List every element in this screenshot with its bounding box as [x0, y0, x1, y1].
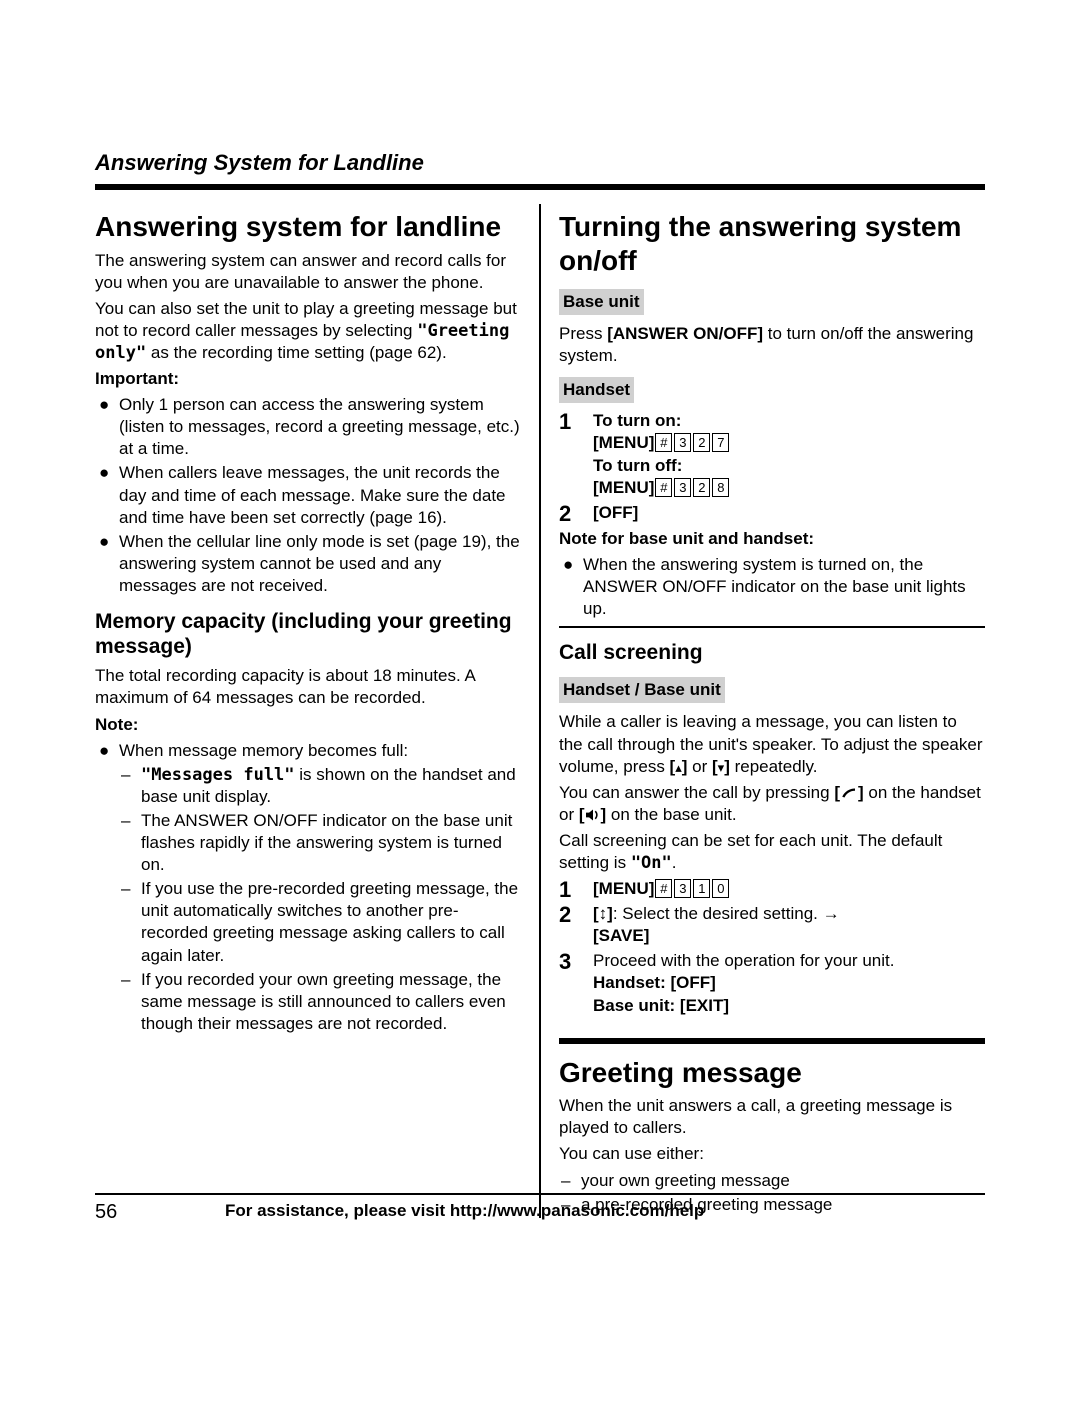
text: as the recording time setting (page 62). — [146, 343, 447, 362]
text: . — [672, 853, 677, 872]
steps: 1 To turn on: [MENU]#327 To turn off: [M… — [559, 410, 985, 523]
keypad-icon: 1 — [693, 879, 710, 898]
keypad-icon: # — [655, 433, 672, 452]
note-label: Note: — [95, 714, 521, 736]
keypad-icon: 3 — [674, 433, 691, 452]
page-footer: 56 For assistance, please visit http://w… — [95, 1193, 985, 1224]
list-item: your own greeting message — [559, 1170, 985, 1192]
speakerphone-icon — [585, 808, 601, 822]
inline-quote: "On" — [631, 853, 672, 873]
list-item: When callers leave messages, the unit re… — [95, 462, 521, 528]
list-item: The ANSWER ON/OFF indicator on the base … — [119, 810, 521, 876]
important-list: Only 1 person can access the answering s… — [95, 394, 521, 597]
important-label: Important: — [95, 368, 521, 390]
talk-icon — [840, 786, 858, 800]
sublist: "Messages full" is shown on the handset … — [119, 764, 521, 1035]
menu-label: MENU — [599, 879, 649, 898]
left-column: Answering system for landline The answer… — [95, 204, 539, 1218]
text: : Select the desired setting. — [613, 904, 823, 923]
subsection-heading: Memory capacity (including your greeting… — [95, 609, 521, 659]
text: on the base unit. — [606, 805, 736, 824]
body-text: Call screening can be set for each unit.… — [559, 830, 985, 874]
label: Base unit: — [593, 996, 680, 1015]
note-list: When the answering system is turned on, … — [559, 554, 985, 620]
list-item: When the cellular line only mode is set … — [95, 531, 521, 597]
section-heading: Greeting message — [559, 1056, 985, 1090]
text: Proceed with the operation for your unit… — [593, 951, 894, 970]
list-item: "Messages full" is shown on the handset … — [119, 764, 521, 808]
right-column: Turning the answering system on/off Base… — [541, 204, 985, 1218]
text: repeatedly. — [730, 757, 818, 776]
keypad-icon: # — [655, 478, 672, 497]
device-tag-handset: Handset — [559, 377, 634, 403]
step-item: 2 [OFF] — [559, 502, 985, 524]
steps: 1 [MENU]#310 2 []: Select the desired se… — [559, 878, 985, 1017]
header-rule — [95, 184, 985, 190]
section-heading: Turning the answering system on/off — [559, 210, 985, 277]
navigate-icon — [599, 904, 608, 923]
keypad-icon: 8 — [712, 478, 729, 497]
key-sequence: [MENU]#328 — [593, 477, 985, 499]
exit-button-label: EXIT — [686, 996, 724, 1015]
text: You can answer the call by pressing — [559, 783, 834, 802]
columns: Answering system for landline The answer… — [95, 204, 985, 1218]
keypad-icon: 3 — [674, 879, 691, 898]
arrow-right-icon — [823, 904, 840, 923]
body-text: The answering system can answer and reco… — [95, 250, 521, 294]
text: When message memory becomes full: — [119, 741, 408, 760]
body-text: You can use either: — [559, 1143, 985, 1165]
body-text: You can also set the unit to play a gree… — [95, 298, 521, 364]
label: Handset: — [593, 973, 670, 992]
menu-label: MENU — [599, 433, 649, 452]
section-heading: Answering system for landline — [95, 210, 521, 244]
off-button-label: OFF — [599, 503, 633, 522]
list-item: If you recorded your own greeting messag… — [119, 969, 521, 1035]
keypad-icon: 3 — [674, 478, 691, 497]
subsection-heading: Call screening — [559, 640, 985, 665]
step-label: To turn on: — [593, 410, 985, 432]
page-header-title: Answering System for Landline — [95, 150, 985, 176]
footer-rule — [95, 1193, 985, 1195]
footer-help-text: For assistance, please visit http://www.… — [225, 1201, 704, 1224]
list-item: If you use the pre-recorded greeting mes… — [119, 878, 521, 966]
keypad-icon: 0 — [712, 879, 729, 898]
list-item: When the answering system is turned on, … — [559, 554, 985, 620]
button-label: ANSWER ON/OFF — [613, 324, 758, 343]
save-button-label: SAVE — [599, 926, 644, 945]
inline-quote: "Messages full" — [141, 765, 295, 785]
list-item: Only 1 person can access the answering s… — [95, 394, 521, 460]
menu-label: MENU — [599, 478, 649, 497]
keypad-icon: # — [655, 879, 672, 898]
device-tag-base: Base unit — [559, 289, 644, 315]
key-sequence: [MENU]#327 — [593, 432, 985, 454]
manual-page: Answering System for Landline Answering … — [0, 0, 1080, 1404]
body-text: While a caller is leaving a message, you… — [559, 711, 985, 777]
page-number: 56 — [95, 1201, 225, 1224]
body-text: The total recording capacity is about 18… — [95, 665, 521, 709]
body-text: You can answer the call by pressing [] o… — [559, 782, 985, 826]
section-rule — [559, 626, 985, 628]
text: Press — [559, 324, 607, 343]
step-item: 2 []: Select the desired setting. [SAVE] — [559, 903, 985, 947]
note-list: When message memory becomes full: "Messa… — [95, 740, 521, 1035]
off-button-label: OFF — [676, 973, 710, 992]
list-item: When message memory becomes full: "Messa… — [95, 740, 521, 1035]
step-label: To turn off: — [593, 455, 985, 477]
text: or — [687, 757, 712, 776]
body-text: Press [ANSWER ON/OFF] to turn on/off the… — [559, 323, 985, 367]
note-label: Note for base unit and handset: — [559, 528, 985, 550]
step-item: 1 To turn on: [MENU]#327 To turn off: [M… — [559, 410, 985, 498]
keypad-icon: 2 — [693, 433, 710, 452]
device-tag-handset-base: Handset / Base unit — [559, 677, 725, 703]
text: Call screening can be set for each unit.… — [559, 831, 942, 872]
body-text: When the unit answers a call, a greeting… — [559, 1095, 985, 1139]
step-item: 1 [MENU]#310 — [559, 878, 985, 900]
keypad-icon: 7 — [712, 433, 729, 452]
keypad-icon: 2 — [693, 478, 710, 497]
section-rule-thick — [559, 1038, 985, 1044]
step-item: 3 Proceed with the operation for your un… — [559, 950, 985, 1016]
